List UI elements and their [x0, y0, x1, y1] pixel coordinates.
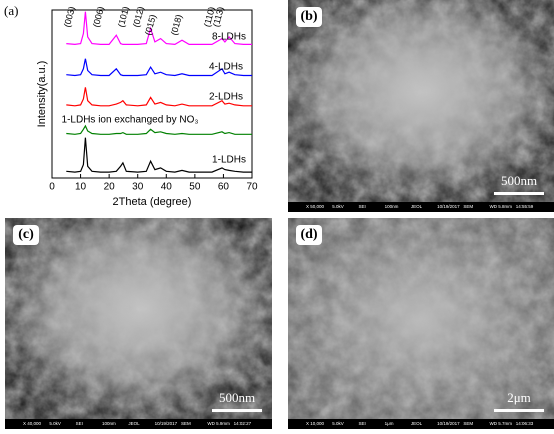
peak-label: (006) [91, 5, 106, 28]
peak-label: (018) [169, 13, 184, 36]
info-strip [288, 202, 554, 212]
scale-bar [494, 192, 544, 195]
x-tick-label: 0 [49, 182, 55, 193]
sem-panels: X 50,000 5.0kV SEI 100nm JEOL 10/19/2017 SEM WD… [5, 0, 554, 429]
panel-label: (c) [18, 227, 34, 242]
series-line [66, 58, 252, 77]
strip-text: JEOL [411, 421, 423, 426]
x-tick-label: 40 [161, 182, 173, 193]
scale-bar [494, 409, 544, 412]
scale-bar [212, 409, 262, 412]
strip-text: SEI [358, 204, 365, 209]
strip-text: 14:06:33 [516, 421, 534, 426]
strip-text: JEOL [128, 421, 140, 426]
info-strip [5, 419, 272, 429]
series-label: 1-LDHs ion exchanged by NO₃ [62, 115, 199, 126]
x-tick-label: 20 [104, 182, 116, 193]
x-tick-label: 60 [218, 182, 230, 193]
scale-bar-label: 500nm [501, 173, 537, 188]
strip-text: X 40,000 [23, 421, 42, 426]
plot-frame [51, 9, 253, 179]
label-box [296, 7, 322, 27]
label-box [13, 225, 39, 245]
peak-label: (012) [131, 5, 146, 28]
strip-text: X 50,000 [306, 204, 325, 209]
strip-text: WD 5.8mm [490, 204, 513, 209]
x-tick-label: 30 [132, 182, 144, 193]
strip-text: 1μm [385, 421, 394, 426]
xrd-chart: (a) 0 10 20 30 40 50 60 70 2Theta (degree) Intensi… [4, 3, 258, 208]
series-line [66, 11, 252, 46]
strip-text: WD 5.7mm [490, 421, 513, 426]
strip-text: SEM [181, 421, 191, 426]
x-tick-label: 50 [189, 182, 201, 193]
sem-texture [5, 218, 272, 419]
strip-text: 5.0kV [332, 204, 344, 209]
series-line [66, 87, 252, 107]
strip-text: X 10,000 [306, 421, 325, 426]
strip-text: SEM [463, 204, 473, 209]
peak-label: (015) [143, 13, 158, 36]
series-line [66, 137, 252, 173]
y-axis-label: Intensity(a.u.) [36, 61, 48, 128]
panel-label: (a) [4, 3, 18, 18]
panel-label: (b) [300, 9, 317, 24]
series-label: 8-LDHs [212, 32, 246, 43]
x-axis-label: 2Theta (degree) [113, 196, 192, 208]
strip-text: 10/19/2017 [155, 421, 178, 426]
series-line [66, 124, 252, 135]
sem-texture [288, 218, 554, 419]
strip-text: 5.0kV [332, 421, 344, 426]
strip-text: 5.0kV [49, 421, 61, 426]
x-tick-label: 70 [246, 182, 258, 193]
strip-text: SEI [76, 421, 83, 426]
strip-text: 10/19/2017 [437, 421, 460, 426]
strip-text: 10/19/2017 [437, 204, 460, 209]
peak-label: (101) [116, 5, 131, 28]
info-strip [288, 419, 554, 429]
strip-text: 14:55:59 [516, 204, 534, 209]
label-box [296, 225, 322, 245]
strip-text: 100nm [385, 204, 399, 209]
strip-text: 14:02:27 [234, 421, 252, 426]
x-tick-label: 10 [75, 182, 87, 193]
series-label: 2-LDHs [209, 92, 243, 103]
strip-text: JEOL [411, 204, 423, 209]
series-label: 1-LDHs [212, 155, 246, 166]
scale-bar-label: 500nm [219, 390, 255, 405]
peak-label: (003) [62, 5, 77, 28]
strip-text: 100nm [102, 421, 116, 426]
panel-label: (d) [300, 227, 317, 242]
strip-text: SEM [463, 421, 473, 426]
strip-text: SEI [358, 421, 365, 426]
scale-bar-label: 2μm [507, 390, 531, 405]
strip-text: WD 5.9mm [207, 421, 230, 426]
sem-texture [288, 0, 554, 202]
series-label: 4-LDHs [209, 62, 243, 73]
